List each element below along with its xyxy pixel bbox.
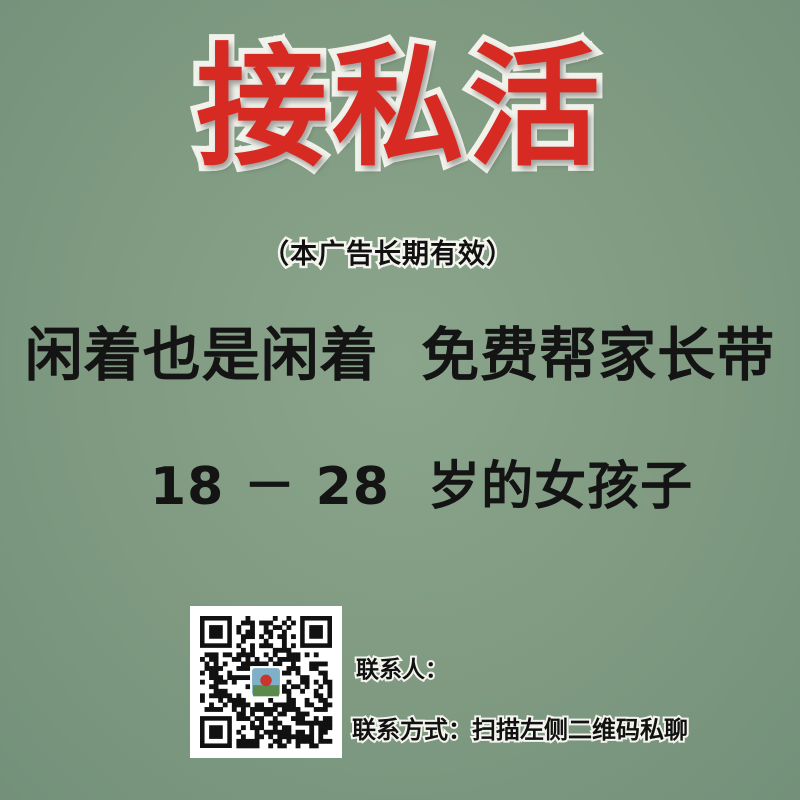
poster-title: 接私活 [190,31,606,185]
main-slogan: 闲着也是闲着 免费帮家长带 [24,321,776,389]
age-range-text: 18 － 28 岁的女孩子 [150,457,694,517]
qr-code-graphic [200,616,333,749]
contact-method-text: 联系方式：扫描左侧二维码私聊 [350,714,690,746]
contact-person-label: 联系人： [354,655,450,685]
qr-code-icon [190,606,342,758]
poster-subtitle: （本广告长期有效） [260,237,516,273]
